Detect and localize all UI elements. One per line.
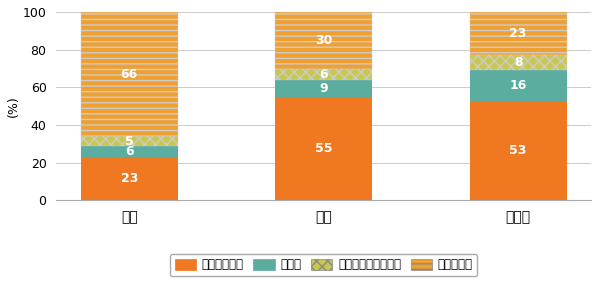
Bar bbox=[81, 136, 178, 146]
Bar bbox=[81, 146, 178, 157]
Text: 30: 30 bbox=[315, 34, 332, 47]
Text: 8: 8 bbox=[514, 56, 523, 69]
Text: 5: 5 bbox=[125, 135, 133, 147]
Text: 6: 6 bbox=[125, 145, 133, 158]
Bar bbox=[275, 80, 373, 97]
Text: 55: 55 bbox=[315, 142, 332, 155]
Bar bbox=[275, 12, 373, 69]
Text: 23: 23 bbox=[121, 172, 138, 185]
Y-axis label: (%): (%) bbox=[7, 95, 20, 117]
Bar bbox=[275, 69, 373, 80]
Text: 6: 6 bbox=[319, 68, 328, 81]
Text: 9: 9 bbox=[319, 82, 328, 95]
Bar bbox=[469, 70, 567, 100]
Bar bbox=[469, 55, 567, 70]
Bar bbox=[469, 12, 567, 55]
Text: 53: 53 bbox=[509, 144, 527, 157]
Text: 16: 16 bbox=[509, 79, 527, 92]
Bar bbox=[81, 12, 178, 136]
Bar bbox=[275, 97, 373, 201]
Bar bbox=[469, 100, 567, 201]
Legend: 活用している, 検討中, 活用する予定はない, わからない: 活用している, 検討中, 活用する予定はない, わからない bbox=[170, 253, 477, 276]
Bar bbox=[81, 157, 178, 201]
Text: 66: 66 bbox=[121, 68, 138, 81]
Text: 23: 23 bbox=[509, 27, 527, 40]
